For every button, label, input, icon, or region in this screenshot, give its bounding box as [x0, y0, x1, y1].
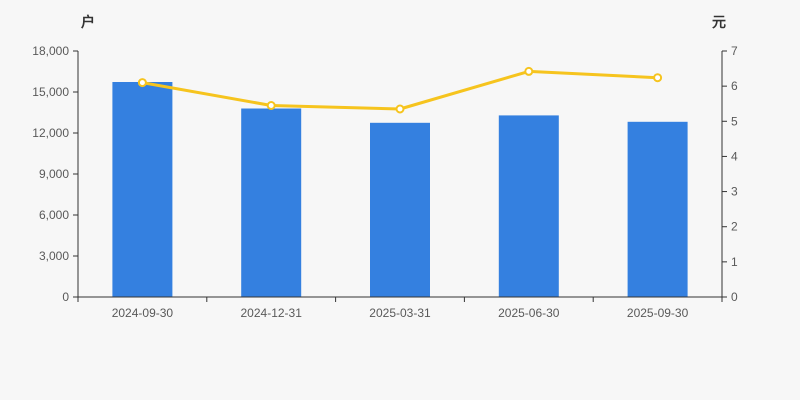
bar-2024-12-31[interactable]: [241, 108, 302, 298]
bar-2024-09-30[interactable]: [112, 82, 173, 297]
right-axis-tick-label: 2: [731, 220, 738, 234]
right-axis-tick-label: 4: [731, 149, 738, 163]
x-axis-category-label: 2024-12-31: [241, 306, 303, 320]
line-series-path: [140, 69, 660, 111]
x-axis-category-label: 2024-09-30: [112, 306, 174, 320]
x-axis-category-label: 2025-03-31: [369, 306, 431, 320]
bar-2025-06-30[interactable]: [498, 115, 559, 298]
line-point-2024-12-31[interactable]: [266, 101, 276, 110]
right-axis-tick-label: 5: [731, 114, 738, 128]
right-axis-tick-label: 0: [731, 290, 738, 304]
x-axis-category-label: 2025-06-30: [498, 306, 560, 320]
right-axis-tick-label: 7: [731, 44, 738, 58]
right-axis-tick-label: 3: [731, 185, 738, 199]
line-point-2025-09-30[interactable]: [653, 73, 663, 83]
line-point-2025-03-31[interactable]: [395, 104, 405, 114]
left-axis-tick-label: 9,000: [39, 167, 69, 181]
line-point-2025-06-30[interactable]: [524, 66, 534, 76]
x-axis-category-label: 2025-09-30: [627, 306, 689, 320]
left-axis-unit-label: 户: [81, 14, 95, 30]
left-axis-tick-label: 18,000: [32, 44, 69, 58]
bar-2025-09-30[interactable]: [627, 121, 688, 297]
left-axis-tick-label: 6,000: [39, 208, 69, 222]
left-axis-tick-label: 3,000: [39, 249, 69, 263]
chart-render-root: 0 3,000 6,000 9,000 12,000 15,000 18,000 0 1 2 3 4 5…: [32, 44, 738, 320]
right-axis-tick-label: 6: [731, 79, 738, 93]
right-axis-unit-label: 元: [712, 14, 726, 30]
bar-2025-03-31[interactable]: [370, 122, 430, 298]
line-point-2024-09-30[interactable]: [137, 78, 147, 88]
left-axis-tick-label: 12,000: [32, 126, 69, 140]
left-axis-tick-label: 0: [62, 290, 69, 304]
right-axis-tick-label: 1: [731, 255, 738, 269]
left-axis-tick-label: 15,000: [32, 85, 69, 99]
